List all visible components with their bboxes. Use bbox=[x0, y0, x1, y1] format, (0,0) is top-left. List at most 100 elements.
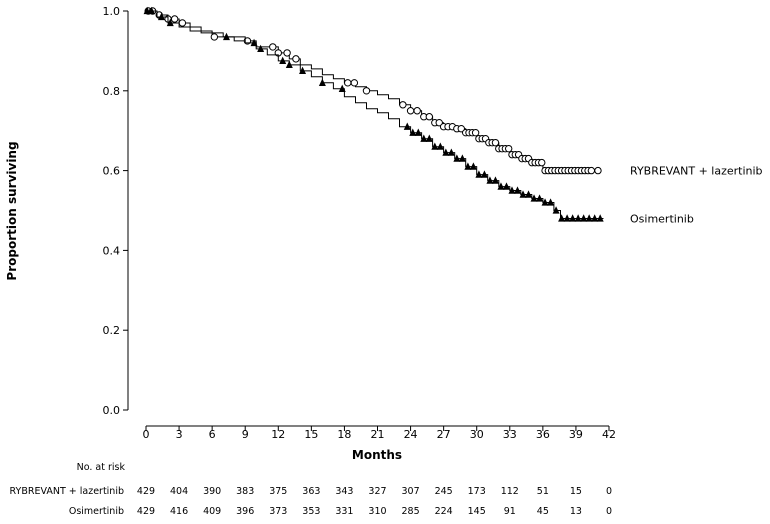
risk-value: 15 bbox=[570, 486, 582, 497]
y-axis-title: Proportion surviving bbox=[5, 141, 19, 280]
censor-marker-circle bbox=[292, 55, 300, 63]
censor-marker-triangle bbox=[318, 78, 326, 86]
risk-row-label: Osimertinib bbox=[69, 506, 124, 517]
legend: RYBREVANT + lazertinib Osimertinib bbox=[630, 165, 763, 226]
censor-marker-triangle bbox=[442, 148, 450, 156]
censor-marker-triangle bbox=[403, 122, 411, 130]
censor-marker-triangle bbox=[502, 182, 510, 190]
censor-marker-triangle bbox=[436, 142, 444, 150]
risk-value: 383 bbox=[236, 486, 254, 497]
censor-marker-triangle bbox=[563, 214, 571, 222]
censor-marker-circle bbox=[538, 158, 546, 167]
risk-value: 363 bbox=[302, 486, 320, 497]
censor-marker-circle bbox=[362, 87, 371, 95]
censor-marker-circle bbox=[491, 138, 500, 147]
risk-table-title: No. at risk bbox=[77, 462, 126, 473]
censor-marker-triangle bbox=[491, 176, 499, 184]
censor-marker-circle bbox=[406, 107, 415, 115]
censor-marker-triangle bbox=[552, 206, 560, 214]
censor-marker-triangle bbox=[148, 6, 156, 15]
risk-value: 285 bbox=[402, 506, 420, 517]
risk-row-label: RYBREVANT + lazertinib bbox=[10, 486, 124, 497]
risk-table: No. at risk RYBREVANT + lazertinib Osime… bbox=[10, 462, 612, 517]
censor-marker-circle bbox=[471, 128, 480, 137]
x-tick-label: 30 bbox=[470, 428, 484, 441]
censor-marker-triangle bbox=[279, 56, 287, 65]
censor-marker-triangle bbox=[250, 38, 258, 47]
censor-marker-triangle bbox=[157, 12, 165, 21]
risk-value: 396 bbox=[236, 506, 254, 517]
censor-marker-triangle bbox=[519, 190, 527, 198]
censor-marker-triangle bbox=[596, 214, 604, 222]
y-tick-label: 0.0 bbox=[103, 404, 121, 417]
censor-marker-triangle bbox=[338, 84, 346, 92]
axes: 0.00.20.40.60.81.00 3 6 9 12 15 18 21 24 27 30 33 36… bbox=[103, 5, 617, 441]
censor-marker-circle bbox=[210, 33, 219, 41]
risk-value: 145 bbox=[468, 506, 486, 517]
y-tick-label: 0.2 bbox=[103, 324, 121, 337]
censor-marker-triangle bbox=[547, 198, 555, 206]
censor-marker-circle bbox=[399, 101, 407, 109]
censor-marker-triangle bbox=[558, 214, 566, 222]
censor-marker-circle bbox=[504, 144, 513, 153]
censor-marker-circle bbox=[269, 43, 277, 51]
x-tick-label: 0 bbox=[143, 428, 150, 441]
censor-marker-triangle bbox=[431, 142, 439, 150]
legend-entry: Osimertinib bbox=[630, 212, 694, 225]
censor-marker-triangle bbox=[222, 32, 230, 41]
censor-marker-triangle bbox=[458, 154, 466, 162]
x-tick-label: 21 bbox=[371, 428, 385, 441]
censor-marker-triangle bbox=[285, 60, 293, 69]
y-tick-label: 0.8 bbox=[103, 85, 121, 98]
risk-value: 13 bbox=[570, 506, 582, 517]
censor-marker-triangle bbox=[143, 6, 151, 15]
risk-value: 224 bbox=[435, 506, 453, 517]
censor-marker-triangle bbox=[486, 176, 494, 184]
censor-marker-triangle bbox=[453, 154, 461, 162]
censor-marker-triangle bbox=[497, 182, 505, 190]
x-tick-label: 33 bbox=[503, 428, 517, 441]
censor-marker-triangle bbox=[257, 44, 265, 53]
x-tick-label: 27 bbox=[437, 428, 451, 441]
censor-marker-triangle bbox=[536, 194, 544, 202]
censor-marker-circle bbox=[425, 113, 434, 121]
x-tick-label: 15 bbox=[304, 428, 318, 441]
censor-marker-triangle bbox=[508, 186, 516, 194]
censor-marker-triangle bbox=[414, 128, 422, 136]
censor-marker-triangle bbox=[475, 170, 483, 178]
risk-value: 173 bbox=[468, 486, 486, 497]
risk-value: 429 bbox=[137, 486, 155, 497]
censor-marker-triangle bbox=[530, 194, 538, 202]
risk-value: 390 bbox=[203, 486, 221, 497]
censor-marker-triangle bbox=[420, 134, 428, 142]
series-layer bbox=[143, 6, 604, 222]
y-tick-label: 1.0 bbox=[103, 5, 121, 18]
censor-marker-triangle bbox=[480, 170, 488, 178]
censor-marker-triangle bbox=[585, 214, 593, 222]
x-tick-label: 36 bbox=[536, 428, 550, 441]
censor-marker-triangle bbox=[447, 148, 455, 156]
risk-value: 404 bbox=[170, 486, 188, 497]
censor-marker-triangle bbox=[591, 214, 599, 222]
censor-marker-circle bbox=[344, 79, 352, 87]
censor-marker-circle bbox=[170, 15, 179, 23]
x-tick-label: 18 bbox=[337, 428, 351, 441]
censor-marker-triangle bbox=[525, 190, 533, 198]
risk-value: 112 bbox=[501, 486, 519, 497]
censor-marker-triangle bbox=[166, 18, 174, 27]
censor-marker-triangle bbox=[469, 162, 477, 170]
risk-value: 343 bbox=[335, 486, 353, 497]
censor-marker-circle bbox=[350, 79, 359, 87]
censor-marker-triangle bbox=[464, 162, 472, 170]
legend-entry: RYBREVANT + lazertinib bbox=[630, 165, 763, 178]
risk-value: 373 bbox=[269, 506, 287, 517]
x-axis-title: Months bbox=[352, 448, 402, 462]
x-tick-label: 6 bbox=[209, 428, 216, 441]
x-tick-label: 9 bbox=[242, 428, 249, 441]
x-tick-label: 42 bbox=[602, 428, 616, 441]
censor-marker-triangle bbox=[569, 214, 577, 222]
risk-value: 45 bbox=[537, 506, 549, 517]
risk-value: 327 bbox=[368, 486, 386, 497]
